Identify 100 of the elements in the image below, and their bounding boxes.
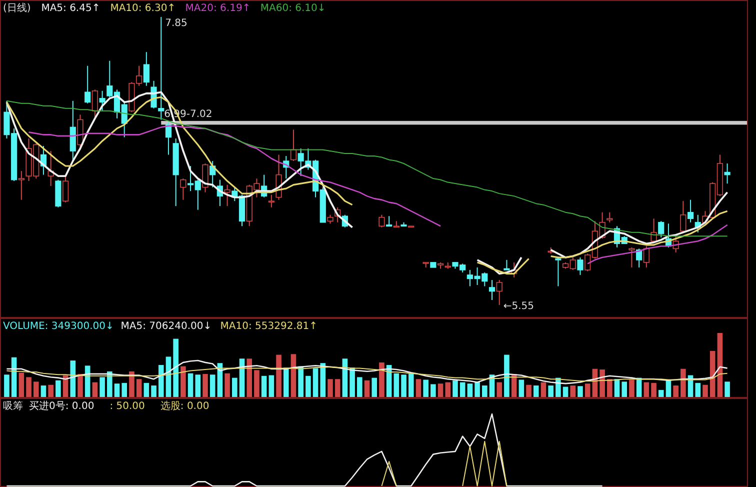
bar <box>518 380 524 397</box>
candlestick <box>386 216 392 227</box>
bar <box>357 377 362 397</box>
bar <box>70 360 76 397</box>
candlestick <box>70 100 76 162</box>
bar <box>578 386 583 397</box>
candlestick <box>628 246 635 268</box>
candlestick <box>496 279 502 306</box>
text: MA10: 553292.81↑ <box>220 321 318 332</box>
bar <box>114 384 120 397</box>
bar <box>504 354 510 397</box>
bar <box>416 379 422 397</box>
text: MA10: 6.30↑ <box>110 3 176 14</box>
text: MA20: 6.19↑ <box>185 3 251 14</box>
bar <box>548 385 554 397</box>
bar <box>445 382 451 397</box>
bar <box>136 379 142 397</box>
candlestick <box>680 200 686 233</box>
chart-title: (日线) <box>3 2 31 14</box>
candlestick <box>606 212 613 223</box>
bar <box>695 382 701 397</box>
bar <box>401 374 406 397</box>
bar <box>614 379 620 397</box>
text: VOLUME: 349300.00↓ <box>3 321 114 332</box>
candlestick <box>18 170 24 200</box>
bar <box>92 382 98 397</box>
bar <box>717 333 723 397</box>
bar <box>158 365 164 397</box>
candlestick <box>504 259 510 270</box>
bar <box>562 386 568 397</box>
bar <box>724 382 730 397</box>
bar <box>62 375 68 397</box>
candlestick <box>658 220 664 238</box>
bar <box>452 380 458 397</box>
candlestick <box>393 220 400 228</box>
candlestick <box>577 256 584 276</box>
bar <box>100 377 105 397</box>
bar <box>173 338 178 397</box>
text: 选股: 0.00 <box>160 400 210 412</box>
bar <box>48 384 54 397</box>
bar <box>372 378 377 397</box>
bar <box>482 385 488 397</box>
bar <box>195 374 201 397</box>
bar <box>254 370 260 397</box>
bar <box>202 374 208 397</box>
bar <box>526 384 532 397</box>
bar <box>40 385 46 397</box>
bar <box>467 384 473 397</box>
bar <box>26 377 32 397</box>
bar <box>334 379 340 397</box>
bar <box>261 376 267 397</box>
bar <box>408 373 414 397</box>
bar <box>122 382 127 397</box>
bar <box>644 382 650 397</box>
bar <box>702 384 708 397</box>
bar <box>283 368 289 397</box>
annotation: 7.85 <box>165 18 188 29</box>
bar <box>364 380 370 397</box>
bar <box>268 375 274 397</box>
candlestick <box>180 178 186 200</box>
bar <box>306 376 311 397</box>
candlestick <box>555 256 562 287</box>
candlestick <box>290 129 297 162</box>
bar <box>151 385 156 397</box>
bar <box>129 371 134 397</box>
candlestick <box>143 52 150 86</box>
chart-title: 吸筹 <box>3 400 23 412</box>
bar <box>496 382 502 397</box>
bar <box>540 382 546 397</box>
text: MA5: 706240.00↓ <box>120 321 212 332</box>
bar <box>276 354 282 397</box>
bar <box>232 378 238 397</box>
bar <box>78 374 83 397</box>
bar <box>680 368 686 397</box>
bar <box>188 373 194 397</box>
bar <box>570 385 576 397</box>
bar <box>320 363 326 397</box>
bar <box>4 374 10 397</box>
bar <box>460 382 466 397</box>
bar <box>312 368 318 397</box>
bar <box>56 380 61 397</box>
text: 买进0号: 0.00 <box>29 400 94 412</box>
bar <box>474 382 480 397</box>
candlestick <box>378 214 385 228</box>
bar <box>673 385 678 397</box>
bar <box>394 373 400 397</box>
bar <box>430 384 436 397</box>
candlestick <box>202 163 208 193</box>
bar <box>18 372 24 397</box>
bar <box>533 385 539 397</box>
bar <box>290 354 296 397</box>
bar <box>328 379 333 397</box>
bar <box>584 384 590 397</box>
bar <box>350 368 355 397</box>
bar <box>224 373 230 397</box>
candlestick <box>724 163 730 184</box>
bar <box>651 382 656 397</box>
text: MA60: 6.10↓ <box>260 3 326 14</box>
candlestick <box>99 90 106 112</box>
bar <box>629 380 634 397</box>
